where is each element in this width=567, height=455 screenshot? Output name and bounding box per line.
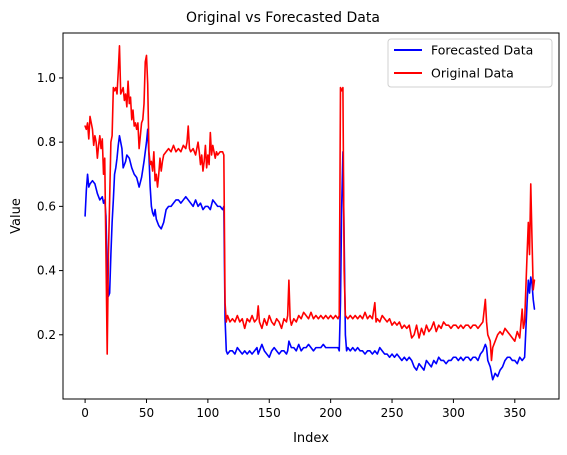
chart-title: Original vs Forecasted Data bbox=[186, 10, 380, 26]
plot-area bbox=[62, 32, 560, 400]
x-axis: 0 50 100 150 200 250 300 350 bbox=[81, 399, 526, 420]
legend-label-forecasted: Forecasted Data bbox=[431, 43, 533, 58]
x-tick-label: 150 bbox=[258, 406, 281, 420]
x-tick-label: 250 bbox=[381, 406, 404, 420]
y-tick-label: 0.6 bbox=[37, 199, 56, 213]
legend-box bbox=[387, 38, 553, 88]
y-tick-label: 0.8 bbox=[37, 135, 56, 149]
plot-frame bbox=[62, 32, 560, 400]
x-tick-label: 200 bbox=[319, 406, 342, 420]
x-tick-label: 50 bbox=[139, 406, 154, 420]
legend-label-original: Original Data bbox=[431, 66, 514, 81]
x-tick-label: 350 bbox=[503, 406, 526, 420]
x-axis-label: Index bbox=[293, 431, 329, 446]
y-tick-label: 0.2 bbox=[37, 328, 56, 342]
y-axis-label: Value bbox=[9, 198, 24, 234]
series-line-forecasted bbox=[84, 128, 536, 381]
x-tick-label: 100 bbox=[196, 406, 219, 420]
x-tick-label: 300 bbox=[442, 406, 465, 420]
legend: Forecasted Data Original Data bbox=[387, 38, 553, 88]
y-tick-label: 0.4 bbox=[37, 264, 56, 278]
series-layer bbox=[84, 45, 536, 381]
series-line-original bbox=[84, 45, 536, 362]
x-tick-label: 0 bbox=[81, 406, 89, 420]
y-tick-label: 1.0 bbox=[37, 71, 56, 85]
y-axis: 0.2 0.4 0.6 0.8 1.0 bbox=[37, 71, 63, 342]
